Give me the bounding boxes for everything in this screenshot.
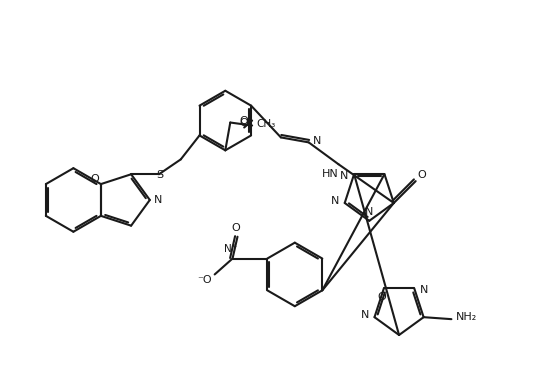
Text: N: N xyxy=(365,207,374,217)
Text: CH₃: CH₃ xyxy=(256,118,276,129)
Text: O: O xyxy=(231,223,240,233)
Text: N: N xyxy=(420,285,428,295)
Text: S: S xyxy=(157,170,163,180)
Text: N: N xyxy=(331,196,339,206)
Text: N: N xyxy=(340,171,348,181)
Text: N⁺: N⁺ xyxy=(224,243,237,254)
Text: ⁻O: ⁻O xyxy=(197,276,212,285)
Text: O: O xyxy=(240,118,249,127)
Text: N: N xyxy=(360,310,369,320)
Text: HN: HN xyxy=(322,169,339,179)
Text: O: O xyxy=(90,174,99,184)
Text: O: O xyxy=(240,116,249,125)
Text: O: O xyxy=(377,292,386,302)
Text: NH₂: NH₂ xyxy=(456,312,477,322)
Text: O: O xyxy=(417,170,426,180)
Text: N: N xyxy=(312,136,321,146)
Text: N: N xyxy=(153,195,162,205)
